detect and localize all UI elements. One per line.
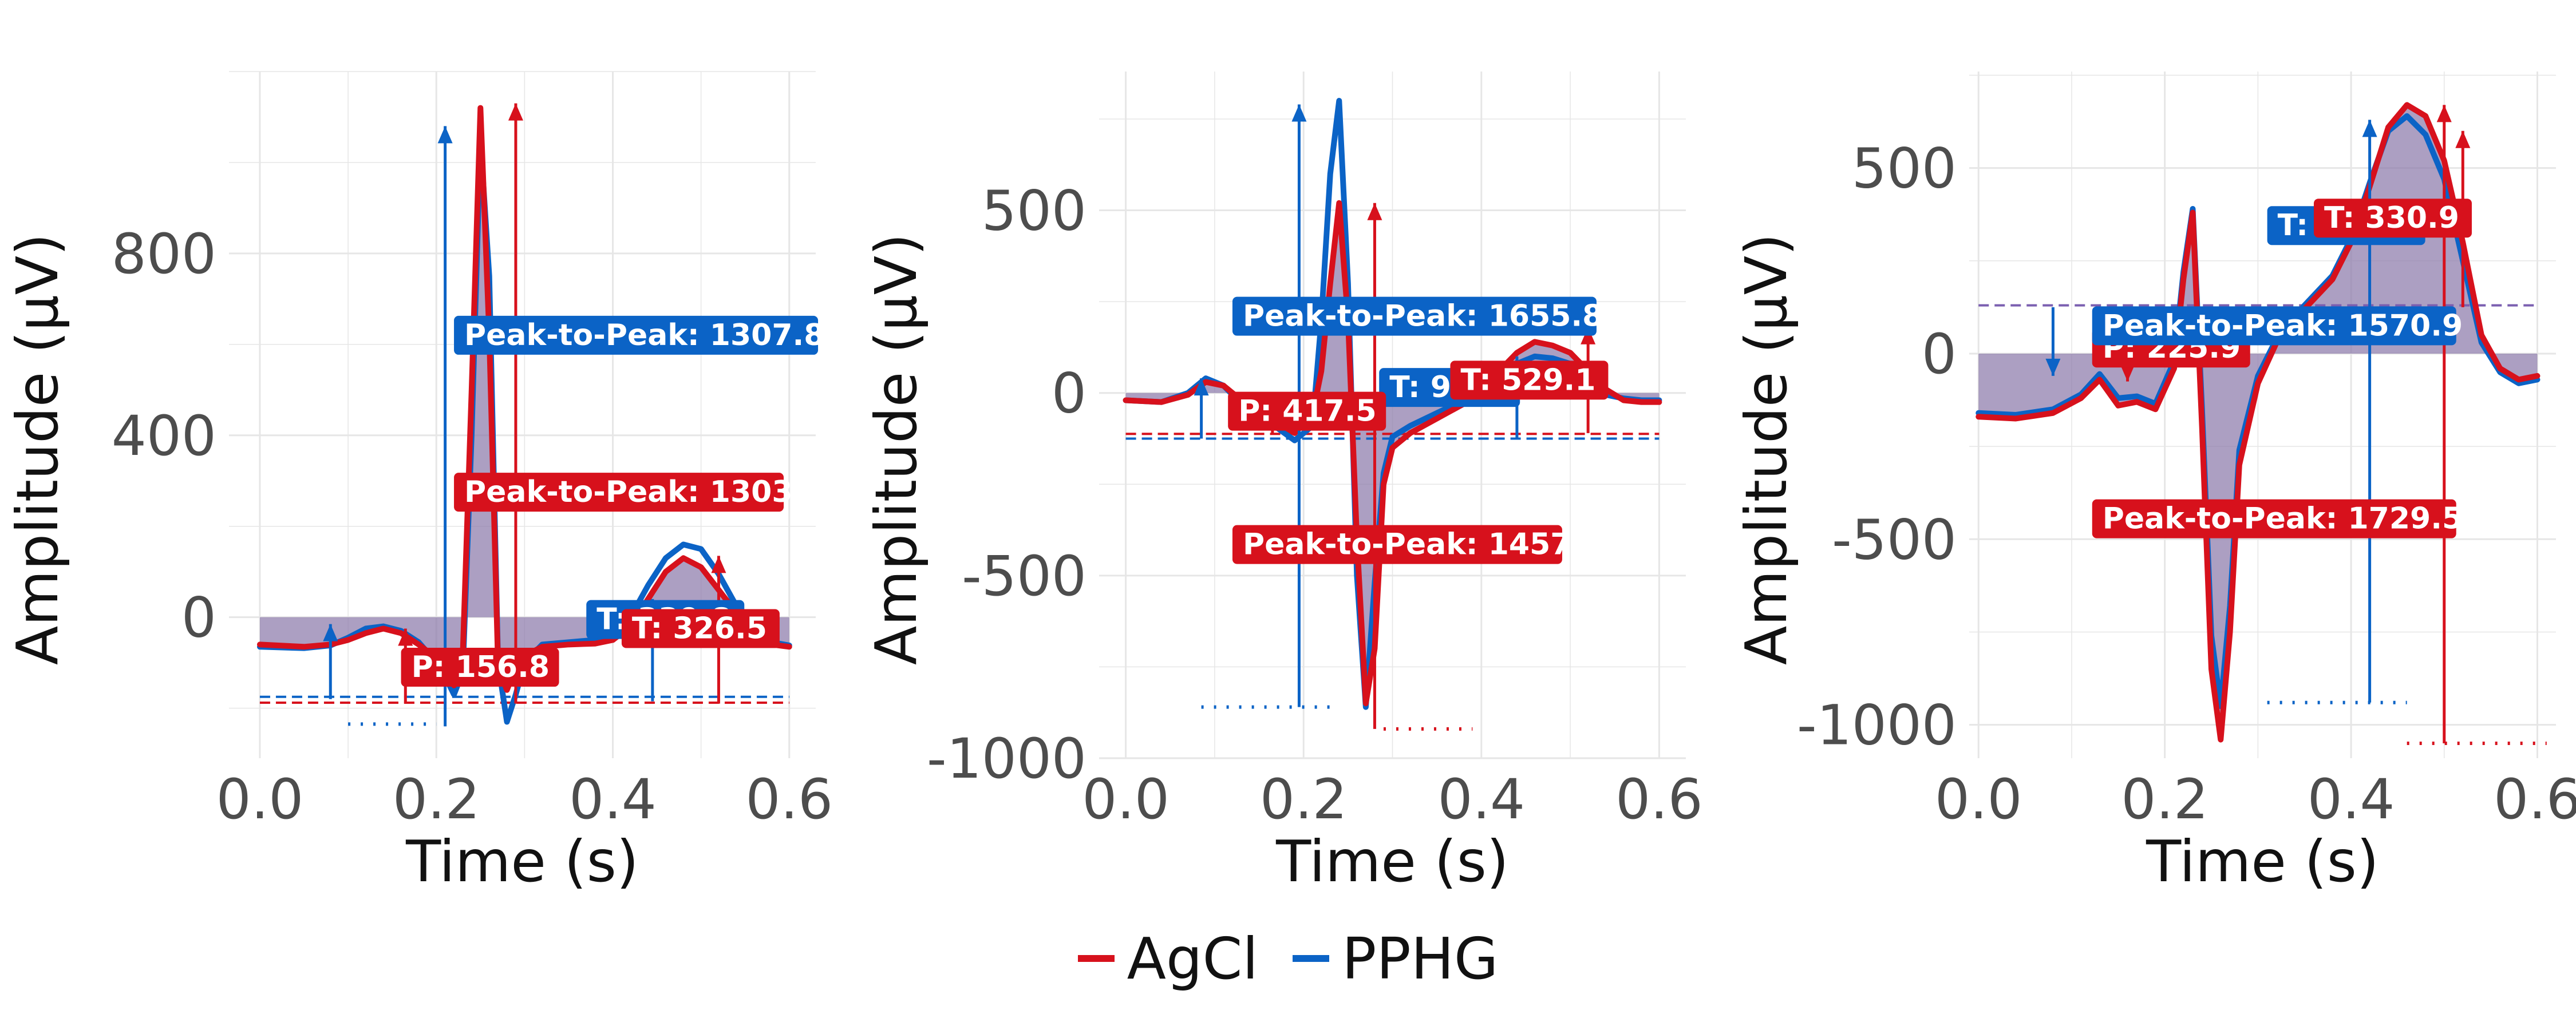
annotation-label: Peak-to-Peak: 1303 xyxy=(464,475,792,509)
chart-panel-3: 0.0 0.2 0.4 0.6 500 0 -500 -1000 Time (s) Amplitu… xyxy=(1733,72,2576,895)
x-tick-label: 0.2 xyxy=(2121,767,2208,831)
arrow-head-pphg xyxy=(1194,378,1209,396)
annotation-label: T: 529.1 xyxy=(1460,363,1595,397)
y-tick-label: 500 xyxy=(982,179,1086,243)
annotation-label: T: 326.5 xyxy=(632,612,767,646)
x-tick-label: 0.4 xyxy=(1437,767,1525,831)
legend-swatch-pphg xyxy=(1293,955,1330,962)
annotation-box xyxy=(401,648,559,687)
y-tick-label: 0 xyxy=(181,586,216,650)
x-tick-label: 0.4 xyxy=(569,767,657,831)
chart-panel-1: 0.0 0.2 0.4 0.6 0 400 800 Time (s) Amplitude (µV… xyxy=(4,71,833,895)
x-axis-title: Time (s) xyxy=(405,828,639,895)
arrow-head-agcl xyxy=(508,103,523,121)
legend-item-agcl: AgCl xyxy=(1077,925,1259,992)
x-tick-label: 0.6 xyxy=(745,767,833,831)
x-tick-label: 0.0 xyxy=(216,767,304,831)
area-fill xyxy=(259,108,789,690)
annotation-label: Peak-to-Peak: 1729.5 xyxy=(2103,502,2463,536)
annotation-box xyxy=(454,315,819,355)
annotation-label: Peak-to-Peak: 1307.8 xyxy=(464,318,824,352)
arrow-head-agcl xyxy=(2455,130,2471,148)
annotation-box xyxy=(1232,525,1562,564)
annotation-box xyxy=(2313,199,2472,238)
y-tick-label: -500 xyxy=(962,544,1086,608)
arrow-head-pphg xyxy=(437,126,453,144)
x-axis-title: Time (s) xyxy=(1275,828,1509,895)
chart-panel-2: 0.0 0.2 0.4 0.6 500 0 -500 -1000 Time (s) Amplitu… xyxy=(863,72,1703,895)
arrow-head-pphg xyxy=(2362,120,2377,137)
annotation-label: T: 330.9 xyxy=(2324,201,2459,235)
y-tick-label: -1000 xyxy=(927,727,1086,791)
arrow-head-pphg xyxy=(2045,358,2061,376)
annotation-label: Peak-to-Peak: 1570.9 xyxy=(2103,308,2463,343)
x-tick-label: 0.0 xyxy=(1935,767,2022,831)
annotation-label: Peak-to-Peak: 1655.8 xyxy=(1243,299,1603,334)
arrow-head-agcl xyxy=(1581,327,1596,344)
x-tick-label: 0.6 xyxy=(2494,767,2576,831)
annotation-box xyxy=(1228,391,1386,431)
annotation-box xyxy=(1232,296,1597,336)
y-axis-title: Amplitude (µV) xyxy=(4,233,71,665)
x-axis-title: Time (s) xyxy=(2146,828,2379,895)
area-fill xyxy=(1978,105,2538,740)
annotation-label: P: 417.5 xyxy=(1238,394,1377,429)
x-tick-label: 0.4 xyxy=(2308,767,2395,831)
x-tick-label: 0.6 xyxy=(1615,767,1703,831)
y-tick-label: 800 xyxy=(112,222,216,286)
y-axis-title: Amplitude (µV) xyxy=(1733,233,1800,665)
annotation-box xyxy=(454,473,784,512)
series-line-agcl xyxy=(256,105,792,693)
legend-label-pphg: PPHG xyxy=(1342,925,1499,992)
y-tick-label: 0 xyxy=(1052,362,1086,426)
y-tick-label: 500 xyxy=(1852,137,1957,201)
arrow-head-agcl xyxy=(711,556,726,573)
arrow-head-agcl xyxy=(1367,203,1382,220)
y-tick-label: 0 xyxy=(1922,322,1957,386)
x-tick-label: 0.0 xyxy=(1082,767,1170,831)
annotation-box xyxy=(621,609,780,648)
arrow-head-pphg xyxy=(1291,104,1307,122)
annotation-box xyxy=(2092,306,2456,346)
y-tick-label: -1000 xyxy=(1797,694,1957,758)
legend-label-agcl: AgCl xyxy=(1127,925,1259,992)
y-axis-title: Amplitude (µV) xyxy=(863,233,930,665)
arrow-head-agcl xyxy=(2436,105,2452,122)
arrow-head-pphg xyxy=(323,624,338,641)
x-tick-label: 0.2 xyxy=(393,767,480,831)
annotation-label: Peak-to-Peak: 1457 xyxy=(1243,528,1571,562)
legend-item-pphg: PPHG xyxy=(1293,925,1498,992)
x-tick-label: 0.2 xyxy=(1260,767,1348,831)
legend-swatch-agcl xyxy=(1077,955,1115,962)
annotation-box xyxy=(2092,499,2456,538)
arrow-head-agcl xyxy=(398,628,413,646)
annotation-label: P: 156.8 xyxy=(412,650,550,684)
legend: AgCl PPHG xyxy=(0,921,2576,996)
arrow-head-agcl xyxy=(2120,364,2135,382)
annotation-box xyxy=(1450,360,1609,400)
y-tick-label: 400 xyxy=(112,404,216,468)
y-tick-label: -500 xyxy=(1832,508,1957,572)
